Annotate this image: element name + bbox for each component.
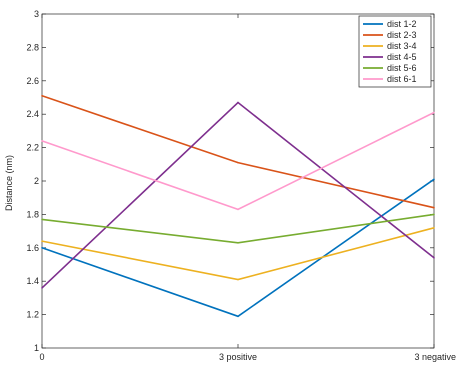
data-point: [237, 161, 239, 164]
data-point: [433, 226, 435, 229]
legend-label: dist 2-3: [387, 30, 417, 40]
data-point: [433, 111, 435, 114]
y-tick-label: 1.4: [26, 276, 39, 286]
data-point: [433, 178, 435, 181]
data-point: [41, 140, 43, 142]
data-point: [433, 257, 435, 259]
data-point: [237, 278, 239, 281]
y-tick-label: 2: [34, 176, 39, 186]
y-tick-label: 3: [34, 9, 39, 19]
legend-label: dist 5-6: [387, 63, 417, 73]
legend-box: [358, 15, 432, 88]
data-point: [433, 213, 435, 216]
data-point: [237, 208, 239, 211]
legend-label: dist 6-1: [387, 74, 417, 84]
data-point: [41, 218, 43, 221]
y-tick-label: 2.4: [26, 109, 39, 119]
data-point: [237, 315, 239, 318]
y-tick-label: 2.8: [26, 42, 39, 52]
x-tick-label: 0: [39, 352, 44, 362]
x-tick-label: 3 positive: [219, 352, 257, 362]
y-tick-label: 1.2: [26, 310, 39, 320]
data-point: [41, 247, 43, 249]
data-point: [237, 241, 239, 244]
x-tick-label: 3 negative: [414, 352, 456, 362]
data-point: [237, 101, 239, 104]
data-point: [41, 95, 43, 97]
y-tick-label: 1.6: [26, 243, 39, 253]
legend-label: dist 4-5: [387, 52, 417, 62]
y-axis-ticks: 1 1.2 1.4 1.6 1.8 2 2.2 2.4 2.6 2.8 3: [26, 9, 434, 353]
y-axis-label: Distance (nm): [4, 155, 14, 211]
y-tick-label: 1: [34, 343, 39, 353]
data-point: [433, 206, 435, 209]
y-tick-label: 1.8: [26, 209, 39, 219]
x-axis-ticks: 0 3 positive 3 negative: [39, 14, 456, 362]
legend-label: dist 3-4: [387, 41, 417, 51]
y-tick-label: 2.6: [26, 76, 39, 86]
series-lines: [41, 95, 435, 318]
data-point: [41, 240, 43, 242]
y-tick-label: 2.2: [26, 143, 39, 153]
legend-label: dist 1-2: [387, 19, 417, 29]
data-point: [41, 287, 43, 289]
